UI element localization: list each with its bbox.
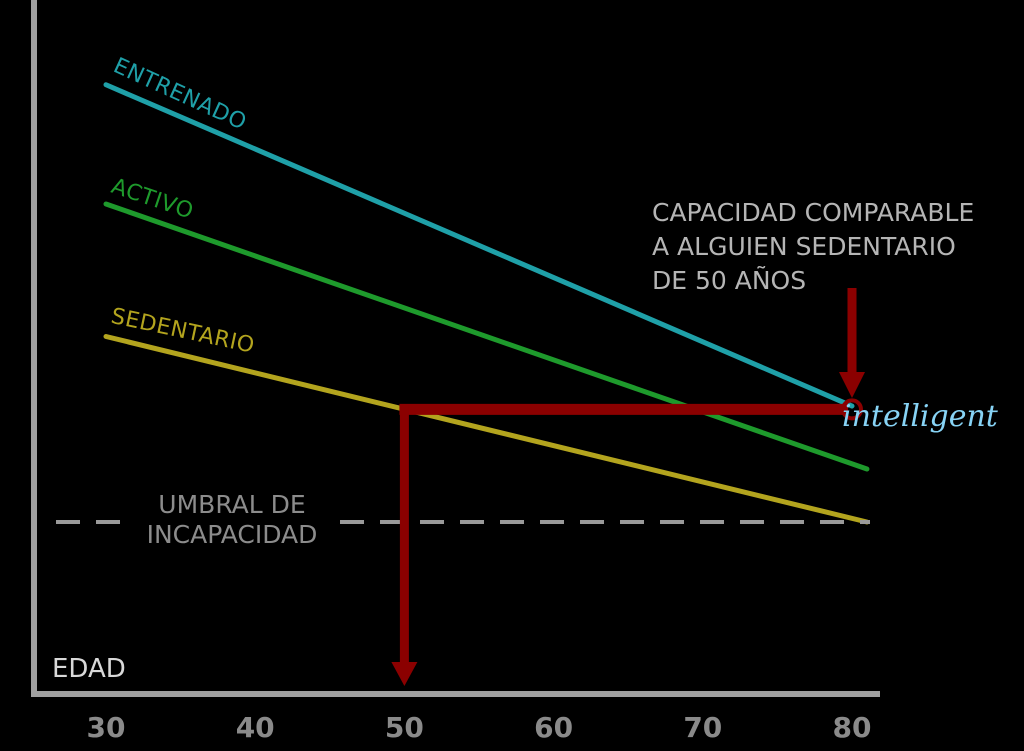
annotation-line3: DE 50 AÑOS <box>652 265 806 295</box>
annotation-line1: CAPACIDAD COMPARABLE <box>652 198 974 227</box>
series-label-activo: ACTIVO <box>108 174 196 225</box>
x-tick-label-80: 80 <box>833 711 872 744</box>
threshold-label-line1: UMBRAL DE <box>158 490 305 519</box>
down-arrow-head <box>839 372 865 398</box>
intelligent-watermark: intelligent <box>842 399 999 434</box>
x-tick-label-60: 60 <box>534 711 573 744</box>
series-line-activo <box>103 201 870 472</box>
x-tick-label-70: 70 <box>683 711 722 744</box>
series-label-sedentario: SEDENTARIO <box>109 304 257 359</box>
age-arrow-head <box>391 662 418 686</box>
x-tick-label-50: 50 <box>385 711 424 744</box>
intersection-marker <box>841 398 863 421</box>
threshold-label-line2: INCAPACIDAD <box>147 520 318 549</box>
series-line-entrenado <box>103 82 855 409</box>
x-axis-label: EDAD <box>52 654 126 684</box>
annotation-line2: A ALGUIEN SEDENTARIO <box>652 232 956 261</box>
x-tick-label-40: 40 <box>236 711 275 744</box>
x-tick-label-30: 30 <box>87 711 126 744</box>
series-line-sedentario <box>103 334 870 525</box>
